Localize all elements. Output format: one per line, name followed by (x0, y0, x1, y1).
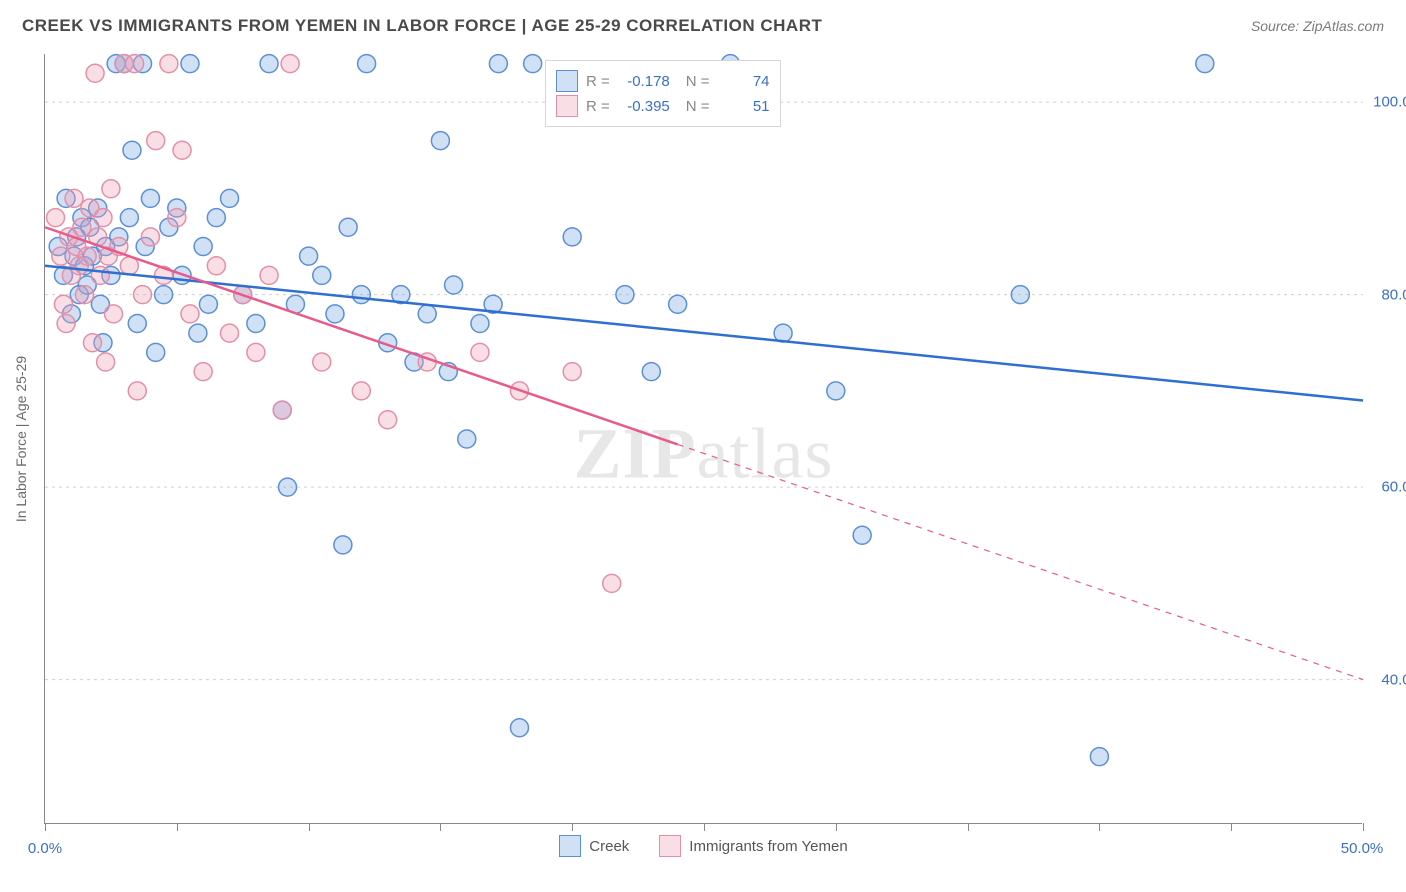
swatch-creek (556, 70, 578, 92)
r-value-creek: -0.178 (618, 73, 670, 90)
x-tick (1099, 823, 1100, 831)
x-tick (309, 823, 310, 831)
y-tick-label: 60.0% (1368, 479, 1406, 496)
x-tick (1231, 823, 1232, 831)
x-tick (45, 823, 46, 831)
y-tick-label: 100.0% (1368, 94, 1406, 111)
trend-layer (45, 54, 1362, 823)
legend-item-yemen: Immigrants from Yemen (659, 835, 847, 857)
y-axis-label: In Labor Force | Age 25-29 (13, 355, 29, 521)
plot-area: In Labor Force | Age 25-29 ZIPatlas R = … (44, 54, 1362, 824)
n-label: N = (686, 98, 710, 115)
r-value-yemen: -0.395 (618, 98, 670, 115)
bottom-legend: Creek Immigrants from Yemen (45, 835, 1362, 857)
x-tick (968, 823, 969, 831)
x-tick (1363, 823, 1364, 831)
swatch-yemen (556, 95, 578, 117)
y-tick-label: 80.0% (1368, 286, 1406, 303)
r-label: R = (586, 98, 610, 115)
legend-label-creek: Creek (589, 838, 629, 855)
chart-title: CREEK VS IMMIGRANTS FROM YEMEN IN LABOR … (22, 16, 822, 36)
swatch-creek (559, 835, 581, 857)
n-value-creek: 74 (718, 73, 770, 90)
stats-legend-box: R = -0.178 N = 74 R = -0.395 N = 51 (545, 60, 781, 127)
y-tick-label: 40.0% (1368, 671, 1406, 688)
x-tick-label-50: 50.0% (1341, 840, 1384, 857)
x-tick (572, 823, 573, 831)
r-label: R = (586, 73, 610, 90)
source-label: Source: ZipAtlas.com (1251, 18, 1384, 34)
legend-item-creek: Creek (559, 835, 629, 857)
n-label: N = (686, 73, 710, 90)
x-tick-label-0: 0.0% (28, 840, 62, 857)
x-tick (440, 823, 441, 831)
stats-row-yemen: R = -0.395 N = 51 (556, 95, 770, 117)
stats-row-creek: R = -0.178 N = 74 (556, 70, 770, 92)
x-tick (704, 823, 705, 831)
swatch-yemen (659, 835, 681, 857)
x-tick (177, 823, 178, 831)
x-tick (836, 823, 837, 831)
legend-label-yemen: Immigrants from Yemen (689, 838, 847, 855)
n-value-yemen: 51 (718, 98, 770, 115)
